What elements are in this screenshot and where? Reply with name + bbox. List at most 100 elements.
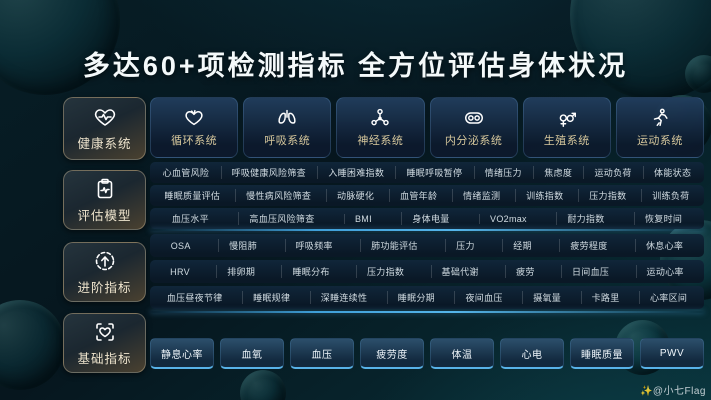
metric-item: 情绪监测 xyxy=(452,189,500,202)
section-divider-glow xyxy=(150,229,704,231)
basic-metric-pill: 睡眠质量 xyxy=(570,338,634,369)
metric-item: 训练负荷 xyxy=(641,189,689,202)
metric-item: BMI xyxy=(343,213,372,224)
gender-icon xyxy=(559,112,576,127)
basic-metric-pill: 血氧 xyxy=(220,338,284,369)
metric-item: 高血压风险筛查 xyxy=(238,212,314,225)
system-cell-endocrine: 内分泌系统 xyxy=(429,97,518,158)
assess-row-2: 睡眠质量评估 慢性病风险筛查 动脉硬化 血管年龄 情绪监测 训练指数 压力指数 … xyxy=(150,185,704,206)
sidebar-item-health-system: 健康系统 xyxy=(63,97,146,160)
basic-metric-pill: 静息心率 xyxy=(150,338,214,369)
sidebar-item-advanced-metrics: 进阶指标 xyxy=(63,242,146,302)
system-label: 呼吸系统 xyxy=(264,135,311,147)
basic-metric-pill: PWV xyxy=(640,338,704,369)
metric-item: 肺功能评估 xyxy=(360,239,418,252)
metric-item: 深睡连续性 xyxy=(309,291,368,304)
system-cell-circulatory: 循环系统 xyxy=(150,97,239,158)
metric-item: 休息心率 xyxy=(634,239,683,252)
metric-item: 慢性病风险筛查 xyxy=(235,189,311,202)
metric-item: 身体电量 xyxy=(401,212,449,225)
metric-item: 压力指数 xyxy=(578,189,626,202)
metric-item: 入睡困难指数 xyxy=(317,166,384,179)
system-cell-reproductive: 生殖系统 xyxy=(522,97,611,158)
metric-item: 恢复时间 xyxy=(633,212,682,225)
system-cell-motor: 运动系统 xyxy=(615,97,705,158)
metric-item: 训练指数 xyxy=(515,189,563,202)
advanced-row-1: OSA 慢阻肺 呼吸频率 肺功能评估 压力 经期 疲劳程度 休息心率 xyxy=(150,234,704,257)
system-label: 循环系统 xyxy=(171,135,218,147)
metric-item: 情绪压力 xyxy=(473,166,522,179)
sidebar-item-label: 基础指标 xyxy=(77,351,132,366)
metric-item: 血压昼夜节律 xyxy=(166,293,223,303)
system-cell-respiratory: 呼吸系统 xyxy=(243,97,332,158)
metric-item: 耐力指数 xyxy=(556,212,604,225)
section-divider-glow xyxy=(150,311,704,313)
metric-item: 基础代谢 xyxy=(430,265,479,278)
metric-item: 焦虑度 xyxy=(533,166,572,179)
page-title: 多达60+项检测指标 全方位评估身体状况 xyxy=(82,51,629,81)
metric-item: 疲劳程度 xyxy=(559,239,607,252)
metric-item: 运动负荷 xyxy=(583,166,631,179)
metric-item: 卡路里 xyxy=(580,291,620,304)
metric-item: 压力 xyxy=(445,239,475,252)
heart-pulse-icon xyxy=(94,109,115,126)
heart-scan-icon xyxy=(95,322,114,341)
neuron-icon xyxy=(371,108,390,126)
bubble-decoration xyxy=(240,370,286,400)
sidebar-item-label: 进阶指标 xyxy=(77,280,132,295)
system-cell-nervous: 神经系统 xyxy=(336,97,425,158)
metric-item: HRV xyxy=(170,266,190,277)
systems-row: 循环系统 呼吸系统 神经系统 内分泌系统 xyxy=(150,97,705,158)
assess-row-1: 心血管风险 呼吸健康风险筛查 入睡困难指数 睡眠呼吸暂停 情绪压力 焦虑度 运动… xyxy=(150,162,704,183)
basic-metric-pill: 体温 xyxy=(430,338,494,369)
metric-item: 疲劳 xyxy=(505,265,535,278)
metric-item: 慢阻肺 xyxy=(218,239,257,252)
metric-item: 经期 xyxy=(502,239,532,252)
arrow-up-scan-icon xyxy=(95,251,114,270)
metric-item: 摄氧量 xyxy=(522,291,561,304)
metric-item: 睡眠分布 xyxy=(281,265,329,278)
clipboard-wave-icon xyxy=(97,178,112,198)
system-label: 内分泌系统 xyxy=(444,135,503,147)
metric-item: 睡眠规律 xyxy=(242,291,290,304)
metric-item: 排卵期 xyxy=(216,265,255,278)
metric-item: 血管年龄 xyxy=(389,189,437,202)
runner-icon xyxy=(653,108,668,127)
advanced-row-2: HRV 排卵期 睡眠分布 压力指数 基础代谢 疲劳 日间血压 运动心率 xyxy=(150,260,704,283)
metric-item: 日间血压 xyxy=(561,265,609,278)
system-label: 生殖系统 xyxy=(543,135,590,147)
heart-icon xyxy=(185,109,203,126)
watermark: ✨@小七Flag xyxy=(639,386,706,397)
endocrine-icon xyxy=(464,112,483,124)
metric-item: 心率区间 xyxy=(639,291,687,304)
metric-item: 血压水平 xyxy=(171,214,209,224)
metric-item: 睡眠质量评估 xyxy=(164,191,221,201)
advanced-row-3: 血压昼夜节律 睡眠规律 深睡连续性 睡眠分期 夜间血压 摄氧量 卡路里 心率区间 xyxy=(150,286,704,309)
lungs-icon xyxy=(278,109,296,124)
assess-row-3: 血压水平 高血压风险筛查 BMI 身体电量 VO2max 耐力指数 恢复时间 xyxy=(150,208,704,229)
metric-item: 呼吸频率 xyxy=(284,239,333,252)
metric-item: 心血管风险 xyxy=(162,168,210,178)
system-label: 运动系统 xyxy=(636,135,683,147)
metric-item: 体能状态 xyxy=(643,166,691,179)
sidebar-item-label: 评估模型 xyxy=(77,208,132,223)
metric-item: 睡眠呼吸暂停 xyxy=(395,166,462,179)
metric-item: 运动心率 xyxy=(635,265,684,278)
bubble-decoration xyxy=(0,300,65,390)
sidebar-item-assess-model: 评估模型 xyxy=(63,170,146,230)
basic-metric-pill: 疲劳度 xyxy=(360,338,424,369)
system-label: 神经系统 xyxy=(357,135,404,147)
metric-item: 夜间血压 xyxy=(454,291,502,304)
metric-item: 动脉硬化 xyxy=(326,189,374,202)
metric-item: 压力指数 xyxy=(356,265,404,278)
metric-item: 呼吸健康风险筛查 xyxy=(220,166,306,179)
basic-metric-pill: 心电 xyxy=(500,338,564,369)
sidebar-item-label: 健康系统 xyxy=(77,137,132,151)
basic-metric-pill: 血压 xyxy=(290,338,354,369)
basic-metrics-row: 静息心率 血氧 血压 疲劳度 体温 心电 睡眠质量 PWV xyxy=(150,338,704,369)
metric-item: VO2max xyxy=(479,213,527,224)
sidebar-item-basic-metrics: 基础指标 xyxy=(63,313,146,373)
metric-item: OSA xyxy=(170,240,191,251)
metric-item: 睡眠分期 xyxy=(386,291,435,304)
